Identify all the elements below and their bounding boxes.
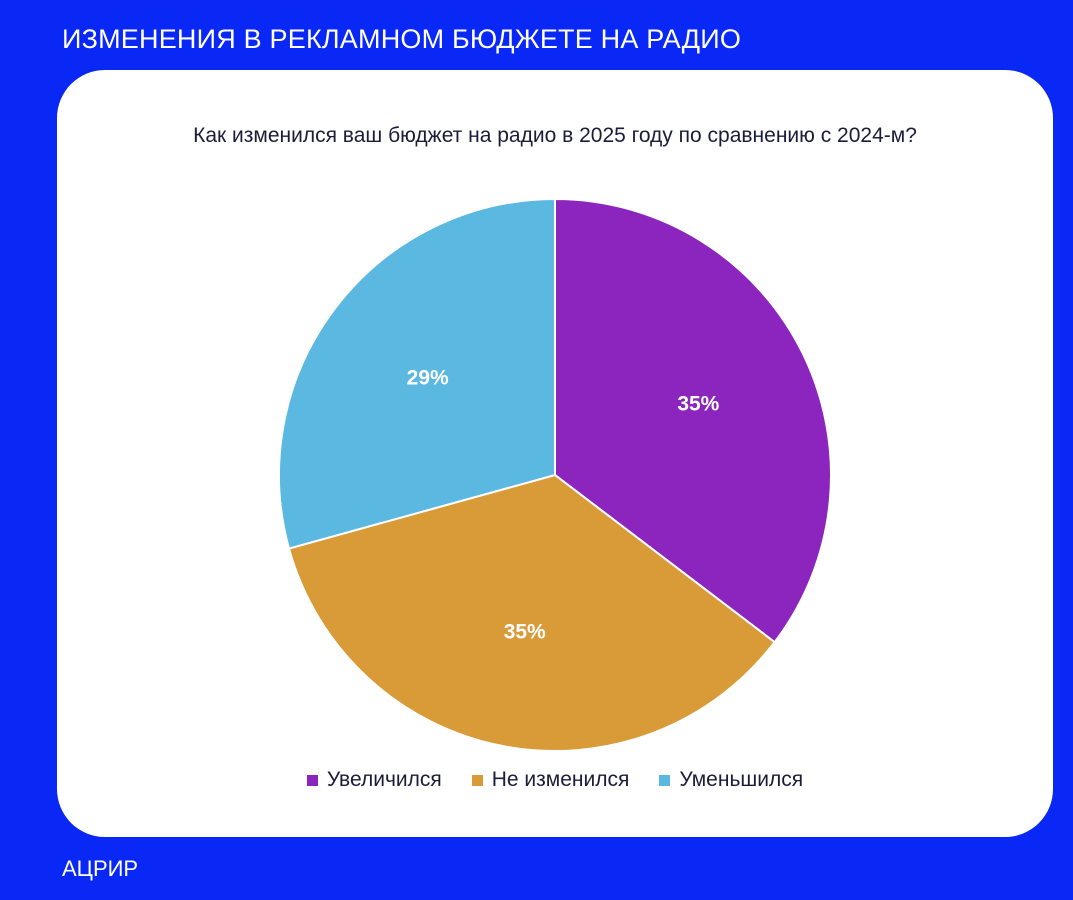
data-label-decreased: 29% <box>407 367 449 390</box>
data-label-unchanged: 35% <box>504 621 546 644</box>
legend-label-increased: Увеличился <box>326 768 442 791</box>
legend-swatch-increased <box>306 774 318 786</box>
legend-item-increased: Увеличился <box>306 768 442 792</box>
slide-title: ИЗМЕНЕНИЯ В РЕКЛАМНОМ БЮДЖЕТЕ НА РАДИО <box>62 24 742 54</box>
pie-chart: 35% 35% 29% <box>278 197 832 752</box>
pie-slice-unchanged <box>287 473 777 752</box>
legend-label-unchanged: Не изменился <box>491 768 630 791</box>
source-label: АЦРИР <box>62 856 139 881</box>
legend-label-decreased: Уменьшился <box>679 768 804 791</box>
pie-slice-decreased <box>278 197 556 550</box>
legend-item-decreased: Уменьшился <box>659 768 803 792</box>
chart-title: Как изменился ваш бюджет на радио в 2025… <box>193 124 917 147</box>
chart-legend: Увеличился Не изменился Уменьшился <box>57 768 1053 792</box>
chart-card: Как изменился ваш бюджет на радио в 2025… <box>57 70 1053 837</box>
legend-swatch-decreased <box>659 774 671 786</box>
legend-swatch-unchanged <box>471 774 483 786</box>
pie-slice-increased <box>554 197 832 644</box>
legend-item-unchanged: Не изменился <box>471 768 630 792</box>
data-label-increased: 35% <box>677 392 719 415</box>
